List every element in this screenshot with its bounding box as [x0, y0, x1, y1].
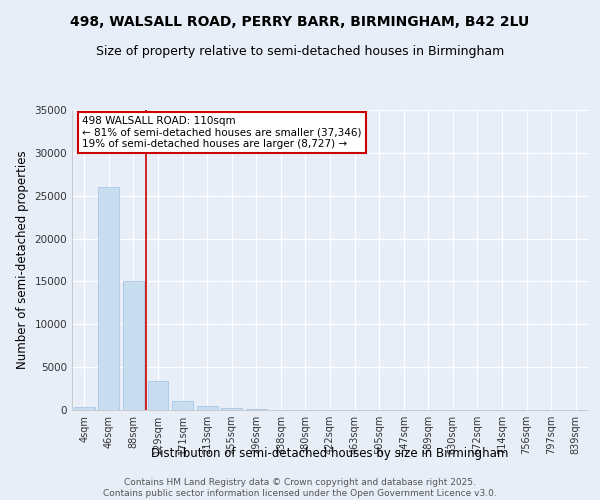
Bar [197, 406, 218, 410]
Text: Contains HM Land Registry data © Crown copyright and database right 2025.
Contai: Contains HM Land Registry data © Crown c… [103, 478, 497, 498]
Bar [74, 406, 95, 410]
Text: Distribution of semi-detached houses by size in Birmingham: Distribution of semi-detached houses by … [151, 448, 509, 460]
Bar [172, 400, 193, 410]
Bar [98, 187, 119, 410]
Bar [123, 282, 144, 410]
Y-axis label: Number of semi-detached properties: Number of semi-detached properties [16, 150, 29, 370]
Text: 498 WALSALL ROAD: 110sqm
← 81% of semi-detached houses are smaller (37,346)
19% : 498 WALSALL ROAD: 110sqm ← 81% of semi-d… [82, 116, 362, 149]
Bar [221, 408, 242, 410]
Text: Size of property relative to semi-detached houses in Birmingham: Size of property relative to semi-detach… [96, 45, 504, 58]
Bar [148, 381, 169, 410]
Text: 498, WALSALL ROAD, PERRY BARR, BIRMINGHAM, B42 2LU: 498, WALSALL ROAD, PERRY BARR, BIRMINGHA… [70, 15, 530, 29]
